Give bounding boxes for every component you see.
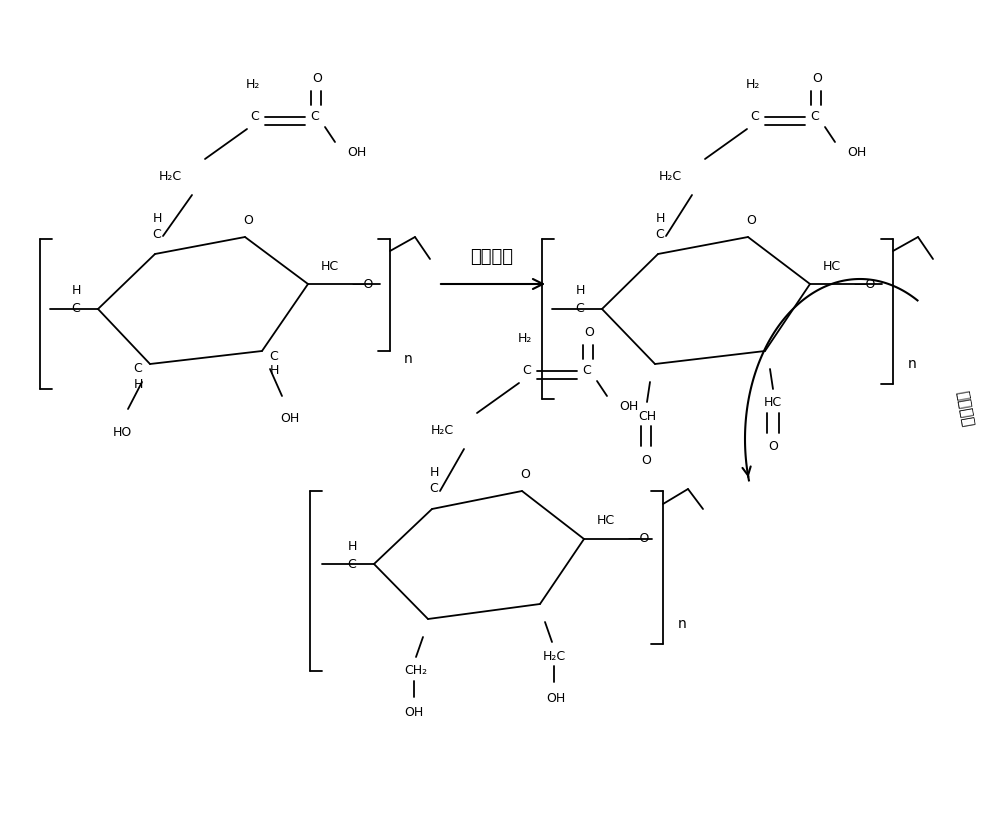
Text: C: C	[134, 363, 142, 375]
Text: OH: OH	[847, 146, 866, 159]
Text: O: O	[812, 73, 822, 85]
Text: O: O	[746, 214, 756, 227]
Text: C: C	[311, 111, 319, 124]
Text: C: C	[751, 111, 759, 124]
Text: 硼氢化钠: 硼氢化钠	[954, 390, 976, 428]
Text: H₂: H₂	[518, 333, 532, 346]
Text: O: O	[584, 327, 594, 340]
Text: O: O	[768, 441, 778, 454]
Text: OH: OH	[546, 691, 566, 704]
Text: CH₂: CH₂	[404, 664, 428, 677]
Text: n: n	[404, 352, 412, 366]
Text: C: C	[811, 111, 819, 124]
Text: C: C	[270, 350, 278, 363]
Text: O: O	[641, 454, 651, 467]
Text: 高碘酸钠: 高碘酸钠	[471, 248, 514, 266]
Text: OH: OH	[347, 146, 366, 159]
Text: C: C	[251, 111, 259, 124]
Text: C: C	[523, 364, 531, 378]
Text: HC: HC	[823, 260, 841, 273]
Text: H₂C: H₂C	[159, 170, 182, 183]
Text: C: C	[153, 228, 161, 241]
Text: C: C	[430, 482, 438, 495]
Text: O: O	[520, 468, 530, 481]
Text: —O: —O	[352, 278, 374, 291]
Text: n: n	[908, 357, 916, 371]
Text: H₂C: H₂C	[431, 424, 454, 437]
Text: HO: HO	[112, 426, 132, 438]
Text: —O: —O	[854, 278, 876, 291]
Text: H: H	[71, 284, 81, 297]
Text: OH: OH	[404, 707, 424, 720]
Text: C: C	[348, 558, 356, 571]
Text: C: C	[583, 364, 591, 378]
Text: H₂C: H₂C	[542, 649, 566, 663]
Text: HC: HC	[597, 514, 615, 527]
Text: CH: CH	[638, 410, 656, 423]
Text: H: H	[429, 467, 439, 479]
Text: H: H	[152, 211, 162, 224]
Text: OH: OH	[280, 413, 300, 426]
Text: C: C	[656, 228, 664, 241]
Text: HC: HC	[764, 396, 782, 410]
Text: H₂C: H₂C	[659, 170, 682, 183]
Text: C: C	[72, 302, 80, 315]
Text: H: H	[575, 284, 585, 297]
Text: H₂: H₂	[746, 79, 760, 92]
Text: OH: OH	[619, 400, 638, 413]
Text: O: O	[312, 73, 322, 85]
Text: O: O	[243, 214, 253, 227]
Text: H₂: H₂	[246, 79, 260, 92]
Text: H: H	[269, 364, 279, 378]
Text: H: H	[133, 378, 143, 391]
Text: n: n	[678, 617, 686, 631]
Text: —O: —O	[628, 532, 650, 545]
Text: C: C	[576, 302, 584, 315]
Text: HC: HC	[321, 260, 339, 273]
Text: H: H	[655, 211, 665, 224]
Text: H: H	[347, 540, 357, 553]
